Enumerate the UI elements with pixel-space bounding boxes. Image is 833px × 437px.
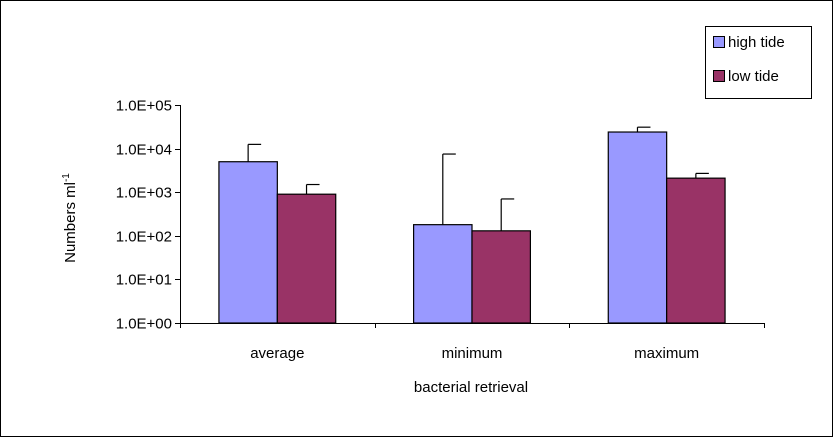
y-axis: 1.0E+00 1.0E+01 1.0E+02 1.0E+03 1.0E+04 1.0E+… [116, 98, 181, 333]
y-tick-label: 1.0E+01 [116, 272, 172, 289]
legend-swatch-low-tide [713, 70, 725, 82]
legend-swatch-high-tide [713, 36, 725, 48]
x-tick-label-maximum: maximum [634, 345, 699, 362]
bar-high-tide-minimum [413, 224, 473, 324]
y-tick-label: 1.0E+02 [116, 229, 172, 246]
bar-low-tide-average [276, 193, 337, 324]
y-axis-title-superscript: -1 [61, 173, 72, 182]
y-tick-label: 1.0E+03 [116, 185, 172, 202]
bar-high-tide-maximum [607, 131, 668, 324]
legend-label-low-tide: low tide [728, 68, 779, 85]
x-tick-label-average: average [250, 345, 304, 362]
bar-low-tide-maximum [666, 177, 726, 324]
error-bars [247, 126, 709, 231]
y-tick-label: 1.0E+05 [116, 98, 172, 115]
x-tick-label-minimum: minimum [442, 345, 503, 362]
x-tick-labels: average minimum maximum [250, 345, 699, 362]
y-tick-label: 1.0E+04 [116, 142, 172, 159]
y-axis-title-text: Numbers ml [62, 182, 79, 263]
bars [218, 131, 726, 324]
bar-high-tide-average [218, 161, 278, 324]
legend-label-high-tide: high tide [728, 34, 785, 51]
legend: high tide low tide [705, 26, 812, 99]
bar-low-tide-minimum [471, 230, 532, 324]
x-axis-title: bacterial retrieval [414, 379, 528, 396]
y-tick-label: 1.0E+00 [116, 316, 172, 333]
y-axis-title: Numbers ml-1 [61, 173, 79, 263]
